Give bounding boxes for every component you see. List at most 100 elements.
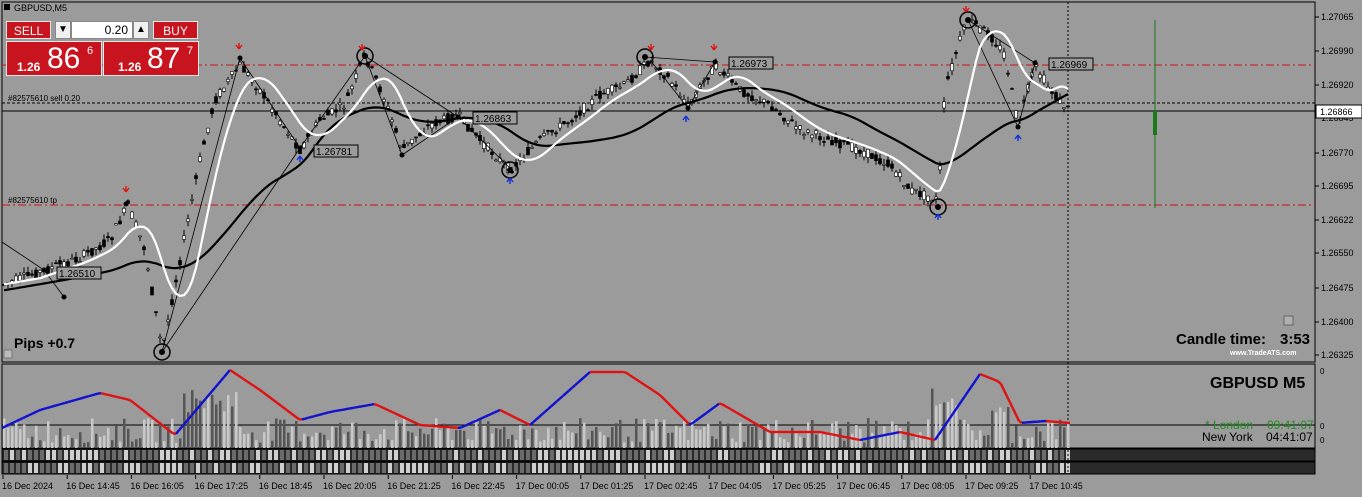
- osc-segment: [385, 408, 390, 412]
- histogram-bar: [879, 436, 882, 448]
- histogram-bar: [687, 439, 690, 448]
- osc-segment: [46, 406, 51, 410]
- sell-price-box[interactable]: 1.26 86 6: [6, 41, 102, 76]
- histogram-bar: [607, 437, 610, 448]
- strip-segment: [142, 450, 146, 460]
- strip-segment: [676, 450, 680, 460]
- time-tick-label: 17 Dec 02:45: [644, 481, 698, 491]
- histogram-bar: [1003, 411, 1006, 448]
- osc-segment: [394, 412, 399, 416]
- candle-body: [846, 140, 850, 145]
- ma-fast-line: [3, 30, 1069, 298]
- strip-segment: [568, 450, 572, 460]
- osc-segment: [238, 375, 243, 379]
- candle-body: [958, 36, 962, 41]
- histogram-bar: [223, 411, 226, 448]
- strip-segment: [1006, 450, 1010, 460]
- price-tick-label: 1.26990: [1321, 46, 1354, 56]
- osc-segment: [838, 434, 843, 438]
- strip-segment: [1018, 463, 1022, 473]
- candle-body: [614, 84, 618, 88]
- histogram-bar: [855, 425, 858, 448]
- strip-segment: [190, 463, 194, 473]
- volume-up-button[interactable]: ▲: [133, 21, 149, 39]
- candle-body: [1022, 99, 1026, 102]
- osc-segment: [625, 371, 630, 376]
- osc-segment: [409, 419, 414, 423]
- histogram-bar: [443, 423, 446, 448]
- buy-price-sup: 7: [187, 45, 194, 57]
- strip-segment: [928, 463, 932, 473]
- osc-segment: [31, 411, 36, 415]
- strip-segment: [850, 450, 854, 460]
- sell-arrow-icon: [647, 44, 655, 51]
- candle-body: [410, 138, 414, 144]
- strip-segment: [334, 450, 338, 460]
- osc-segment: [958, 399, 963, 406]
- histogram-bar: [23, 424, 26, 448]
- price-label-4: 1.26781: [313, 144, 359, 158]
- osc-segment: [121, 396, 126, 401]
- histogram-bar: [195, 398, 198, 448]
- histogram-bar: [1039, 431, 1042, 448]
- osc-segment: [475, 418, 480, 422]
- strip-segment: [118, 450, 122, 460]
- histogram-bar: [859, 428, 862, 448]
- osc-segment: [403, 416, 408, 421]
- candle-body: [406, 142, 410, 144]
- sell-button[interactable]: SELL: [6, 21, 51, 39]
- histogram-bar: [163, 441, 166, 448]
- strip-segment: [886, 450, 890, 460]
- sell-order-label: #82575610 sell 0.20: [8, 94, 81, 103]
- histogram-bar: [387, 439, 390, 448]
- strip-segment: [160, 450, 164, 460]
- candle-body: [762, 98, 766, 103]
- buy-arrow-icon: [682, 115, 690, 122]
- histogram-bar: [75, 439, 78, 448]
- zigzag-segment: [299, 55, 366, 149]
- histogram-bar: [267, 421, 270, 448]
- osc-segment: [307, 415, 312, 420]
- price-tick-label: 1.27065: [1321, 12, 1354, 22]
- strip-segment: [304, 463, 308, 473]
- histogram-bar: [67, 435, 70, 448]
- histogram-bar: [431, 428, 434, 448]
- candle-body: [114, 223, 118, 226]
- osc-segment: [91, 393, 96, 397]
- strip-segment: [598, 463, 602, 473]
- candle-body: [630, 74, 634, 83]
- histogram-bar: [483, 425, 486, 448]
- sell-price-prefix: 1.26: [17, 60, 41, 74]
- strip-segment: [82, 463, 86, 473]
- buy-button[interactable]: BUY: [153, 21, 198, 39]
- candle-body: [246, 72, 250, 76]
- strip-segment: [22, 450, 26, 460]
- time-tick-label: 17 Dec 08:05: [901, 481, 955, 491]
- osc-segment: [166, 427, 171, 433]
- watermark: www.TradeATS.com: [1229, 350, 1297, 357]
- histogram-bar: [407, 431, 410, 448]
- strip-segment: [808, 450, 812, 460]
- candle-body: [942, 101, 946, 109]
- volume-down-button[interactable]: ▼: [55, 21, 71, 39]
- strip-segment: [898, 463, 902, 473]
- osc-segment: [25, 414, 30, 418]
- candle-body: [98, 245, 102, 251]
- candle-body: [594, 93, 598, 96]
- strip-segment: [802, 463, 806, 473]
- osc-segment: [505, 411, 510, 416]
- strip-segment: [340, 463, 344, 473]
- histogram-bar: [635, 418, 638, 448]
- toggle-checkbox[interactable]: [1283, 315, 1294, 326]
- osc-segment: [334, 409, 339, 413]
- candle-body: [906, 183, 910, 189]
- window-menu-icon[interactable]: [4, 4, 10, 10]
- candle-body: [158, 336, 162, 339]
- strip-segment: [760, 450, 764, 460]
- volume-input[interactable]: 0.20: [71, 21, 133, 39]
- candle-body: [330, 108, 334, 115]
- strip-segment: [778, 450, 782, 460]
- buy-price-box[interactable]: 1.26 87 7: [103, 41, 199, 76]
